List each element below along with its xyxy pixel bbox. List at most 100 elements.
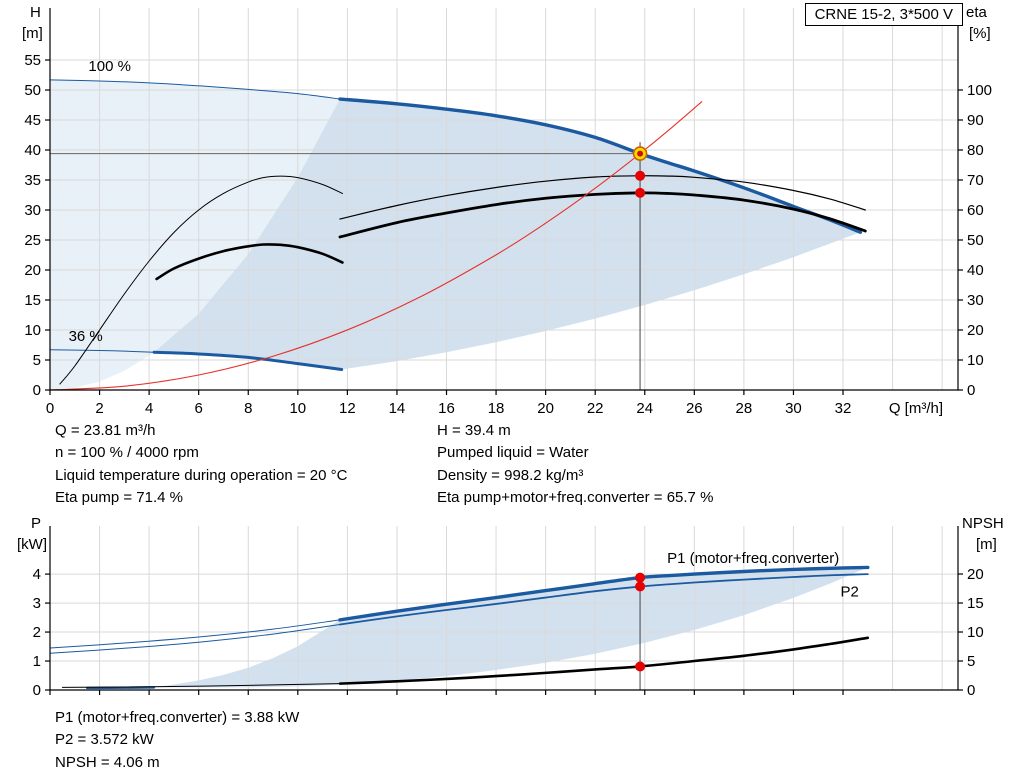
p-axis-title: P [31, 515, 42, 532]
info-flow-line: Q = 23.81 m³/h [55, 422, 156, 439]
y1-tick-label: 50 [24, 82, 41, 99]
y2-tick-label: 10 [967, 624, 984, 641]
info-temperature-line: Liquid temperature during operation = 20… [55, 466, 348, 484]
speed-range-region [50, 79, 340, 391]
pump-curve-36-thin [49, 349, 155, 353]
eta-total-point [635, 187, 646, 198]
eta-total-curve-36 [155, 243, 344, 281]
y1-tick-label: 1 [33, 653, 41, 670]
x-tick-label: 14 [389, 400, 406, 417]
y1-tick-label: 5 [33, 352, 41, 369]
y2-tick-label: 70 [967, 172, 984, 189]
duty-info-left: Q = 23.81 m³/h n = 100 % / 4000 rpm Liqu… [55, 420, 347, 510]
eta-pump-curve-36 [59, 175, 343, 385]
y2-tick-label: 5 [967, 653, 975, 670]
x-tick-label: 12 [339, 400, 356, 417]
npsh-curve [338, 636, 870, 685]
eta-pump-point [635, 170, 646, 181]
speed-36-label: 36 % [69, 328, 103, 345]
y1-tick-label: 2 [33, 624, 41, 641]
x-tick-label: 26 [686, 400, 703, 417]
info-speed-line: n = 100 % / 4000 rpm [55, 444, 199, 462]
y1-tick-label: 0 [33, 382, 41, 399]
duty-info-right: H = 39.4 m Pumped liquid = Water Density… [437, 420, 713, 510]
p1-curve-thin [49, 619, 341, 649]
y2-tick-label: 10 [967, 352, 984, 369]
y1-tick-label: 35 [24, 172, 41, 189]
operating-envelope-region [154, 99, 861, 370]
x-tick-label: 20 [537, 400, 554, 417]
duty-point-center [637, 150, 644, 157]
y1-tick-label: 15 [24, 292, 41, 309]
y1-tick-label: 20 [24, 262, 41, 279]
p1-point [635, 572, 646, 583]
npsh-curve-thin [61, 683, 341, 688]
power-envelope-region [154, 567, 868, 688]
y1-tick-label: 3 [33, 595, 41, 612]
y1-tick-label: 55 [24, 52, 41, 69]
x-tick-label: 24 [636, 400, 653, 417]
qh-eta-chart[interactable]: 0 2 4 6 8 10 12 14 16 18 20 22 24 26 28 30 3205101520253… [0, 0, 1024, 420]
x-tick-label: 32 [835, 400, 852, 417]
h-axis-unit: [m] [22, 25, 43, 42]
y2-tick-label: 0 [967, 682, 975, 699]
info-eta-pump-line: Eta pump = 71.4 % [55, 489, 183, 507]
npsh-point [635, 661, 646, 672]
pump-curve-100-thin [49, 79, 341, 100]
y1-tick-label: 10 [24, 322, 41, 339]
x-tick-label: 4 [145, 400, 153, 417]
y2-tick-label: 40 [967, 262, 984, 279]
x-tick-label: 8 [244, 400, 252, 417]
p-axis-unit: [kW] [17, 536, 47, 553]
y2-tick-label: 100 [967, 82, 992, 99]
info-liquid-line: Pumped liquid = Water [437, 444, 589, 462]
y1-tick-label: 45 [24, 112, 41, 129]
x-tick-label: 6 [195, 400, 203, 417]
y2-tick-label: 15 [967, 595, 984, 612]
x-axis-title: Q [m³/h] [889, 400, 943, 417]
pump-title-box: CRNE 15-2, 3*500 V [804, 3, 963, 26]
speed-100-label: 100 % [88, 58, 131, 75]
info-eta-total-line: Eta pump+motor+freq.converter = 65.7 % [437, 489, 714, 507]
h-axis-title: H [30, 4, 41, 21]
y2-tick-label: 60 [967, 202, 984, 219]
info-density-line: Density = 998.2 kg/m³ [437, 466, 584, 484]
y1-tick-label: 30 [24, 202, 41, 219]
x-tick-label: 18 [488, 400, 505, 417]
result-p1-line: P1 (motor+freq.converter) = 3.88 kW [55, 709, 300, 726]
p1-curve-label: P1 (motor+freq.converter) [667, 550, 839, 567]
y1-tick-label: 4 [33, 566, 41, 583]
pump-min-power-curve [85, 686, 156, 690]
pump-name: CRNE 15-2, 3*500 V [814, 6, 953, 23]
result-npsh-line: NPSH = 4.06 m [55, 753, 160, 771]
pump-curve-36 [152, 350, 344, 372]
p2-point [635, 581, 646, 592]
eta-axis-title: eta [966, 4, 987, 21]
x-tick-label: 22 [587, 400, 604, 417]
npsh-axis-unit: [m] [976, 536, 997, 553]
x-tick-label: 0 [46, 400, 54, 417]
x-tick-label: 30 [785, 400, 802, 417]
info-head-line: H = 39.4 m [437, 422, 511, 439]
eta-axis-unit: [%] [969, 25, 991, 42]
x-tick-label: 28 [736, 400, 753, 417]
p2-curve-thin [49, 624, 341, 654]
x-tick-label: 16 [438, 400, 455, 417]
y2-tick-label: 50 [967, 232, 984, 249]
y1-tick-label: 0 [33, 682, 41, 699]
y1-tick-label: 25 [24, 232, 41, 249]
p2-curve-label: P2 [841, 584, 859, 601]
x-tick-label: 10 [289, 400, 306, 417]
y2-tick-label: 30 [967, 292, 984, 309]
results-block: P1 (motor+freq.converter) = 3.88 kW P2 =… [55, 707, 299, 774]
power-npsh-chart[interactable]: 0 1 2 3 4 0 5 10 15 20 P1 (motor+freq.converter)P2 [0, 512, 1024, 712]
y2-tick-label: 0 [967, 382, 975, 399]
npsh-axis-title: NPSH [962, 515, 1004, 532]
result-p2-line: P2 = 3.572 kW [55, 731, 154, 749]
y2-tick-label: 80 [967, 142, 984, 159]
y2-tick-label: 20 [967, 566, 984, 583]
x-tick-label: 2 [95, 400, 103, 417]
y2-tick-label: 90 [967, 112, 984, 129]
y2-tick-label: 20 [967, 322, 984, 339]
y1-tick-label: 40 [24, 142, 41, 159]
